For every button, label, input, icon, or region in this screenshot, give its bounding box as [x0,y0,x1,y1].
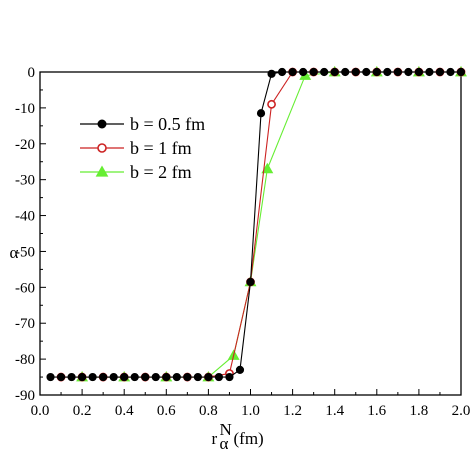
data-point [341,67,350,77]
data-point [151,372,160,382]
data-point [309,67,318,77]
y-tick-label: -20 [15,137,35,153]
y-tick-label: -70 [15,316,35,332]
axis-layer: 0.0 0.2 0.4 0.6 0.8 1.0 1.2 1.4 1.6 1.8 2.0 0 -10 -20… [15,65,470,419]
y-tick-label: -60 [15,280,35,296]
y-tick-label: -90 [15,388,35,404]
legend-label: b = 2 fm [130,162,192,182]
y-tick-label: -50 [15,244,35,260]
data-point [67,372,76,382]
data-point [183,372,192,382]
legend-marker [97,119,107,129]
data-point [277,67,287,77]
x-tick-label: 0.2 [73,403,92,419]
x-tick-label: 1.8 [410,403,429,419]
legend-marker [95,165,109,177]
data-point [235,365,245,374]
y-tick-label: -40 [15,209,35,225]
x-tick-label: 1.6 [367,403,386,419]
data-point [78,372,87,382]
data-point [435,67,445,77]
data-point [109,372,118,382]
y-tick-label: -80 [15,352,35,368]
data-point [393,67,402,77]
data-point [330,67,339,77]
data-point [383,67,392,77]
x-tick-label: 1.4 [325,403,344,419]
data-point [299,67,308,77]
data-point [256,109,266,118]
data-point [99,372,108,382]
legend-label: b = 1 fm [130,138,192,158]
series-group [46,67,466,382]
data-point [261,162,274,174]
x-tick-label: 0.8 [199,403,218,419]
data-point [267,69,276,78]
data-point [120,372,129,382]
legend-entry: b = 1 fm [80,138,192,158]
x-tick-label: 1.2 [283,403,302,419]
data-point [267,99,276,109]
x-tick-label: 0.0 [31,403,50,419]
legend-marker [97,143,107,153]
data-point [162,372,171,382]
data-point [425,67,434,77]
legend-label: b = 0.5 fm [130,114,205,134]
x-axis-title-sub: α [220,434,229,453]
x-axis-title-base: r [212,429,218,448]
series-layer [46,65,467,382]
data-point [204,372,213,382]
x-tick-label: 1.0 [241,403,260,419]
x-tick-label: 0.6 [157,403,176,419]
data-point [372,67,381,77]
data-point [46,372,55,382]
legend-entry: b = 0.5 fm [80,114,205,134]
series-line [50,71,461,378]
data-point [446,67,455,77]
data-point [56,372,66,382]
data-point [362,67,371,77]
data-point [141,372,150,382]
y-tick-label: -30 [15,173,35,189]
data-point [214,372,224,382]
data-point [193,372,202,382]
data-point [246,277,255,287]
data-point [172,372,181,382]
data-point [414,67,423,77]
x-axis-title-sup: N [220,420,232,439]
data-point [225,372,234,382]
y-axis-label-fragment: α [10,243,19,262]
legend-layer: b = 0.5 fm b = 1 fm b = 2 fm [80,114,205,182]
x-tick-label: 0.4 [115,403,134,419]
data-point [404,67,413,77]
x-axis-title: r Nα (fm) [212,420,264,453]
data-point [130,372,139,382]
legend-entry: b = 2 fm [80,162,192,182]
x-tick-label: 2.0 [452,403,471,419]
data-point [88,372,97,382]
y-tick-label: -10 [15,101,35,117]
y-tick-label: 0 [28,65,36,81]
data-point [456,67,466,77]
data-point [320,67,329,77]
x-axis-title-unit: (fm) [234,429,264,448]
data-point [288,67,297,77]
data-point [351,67,360,77]
